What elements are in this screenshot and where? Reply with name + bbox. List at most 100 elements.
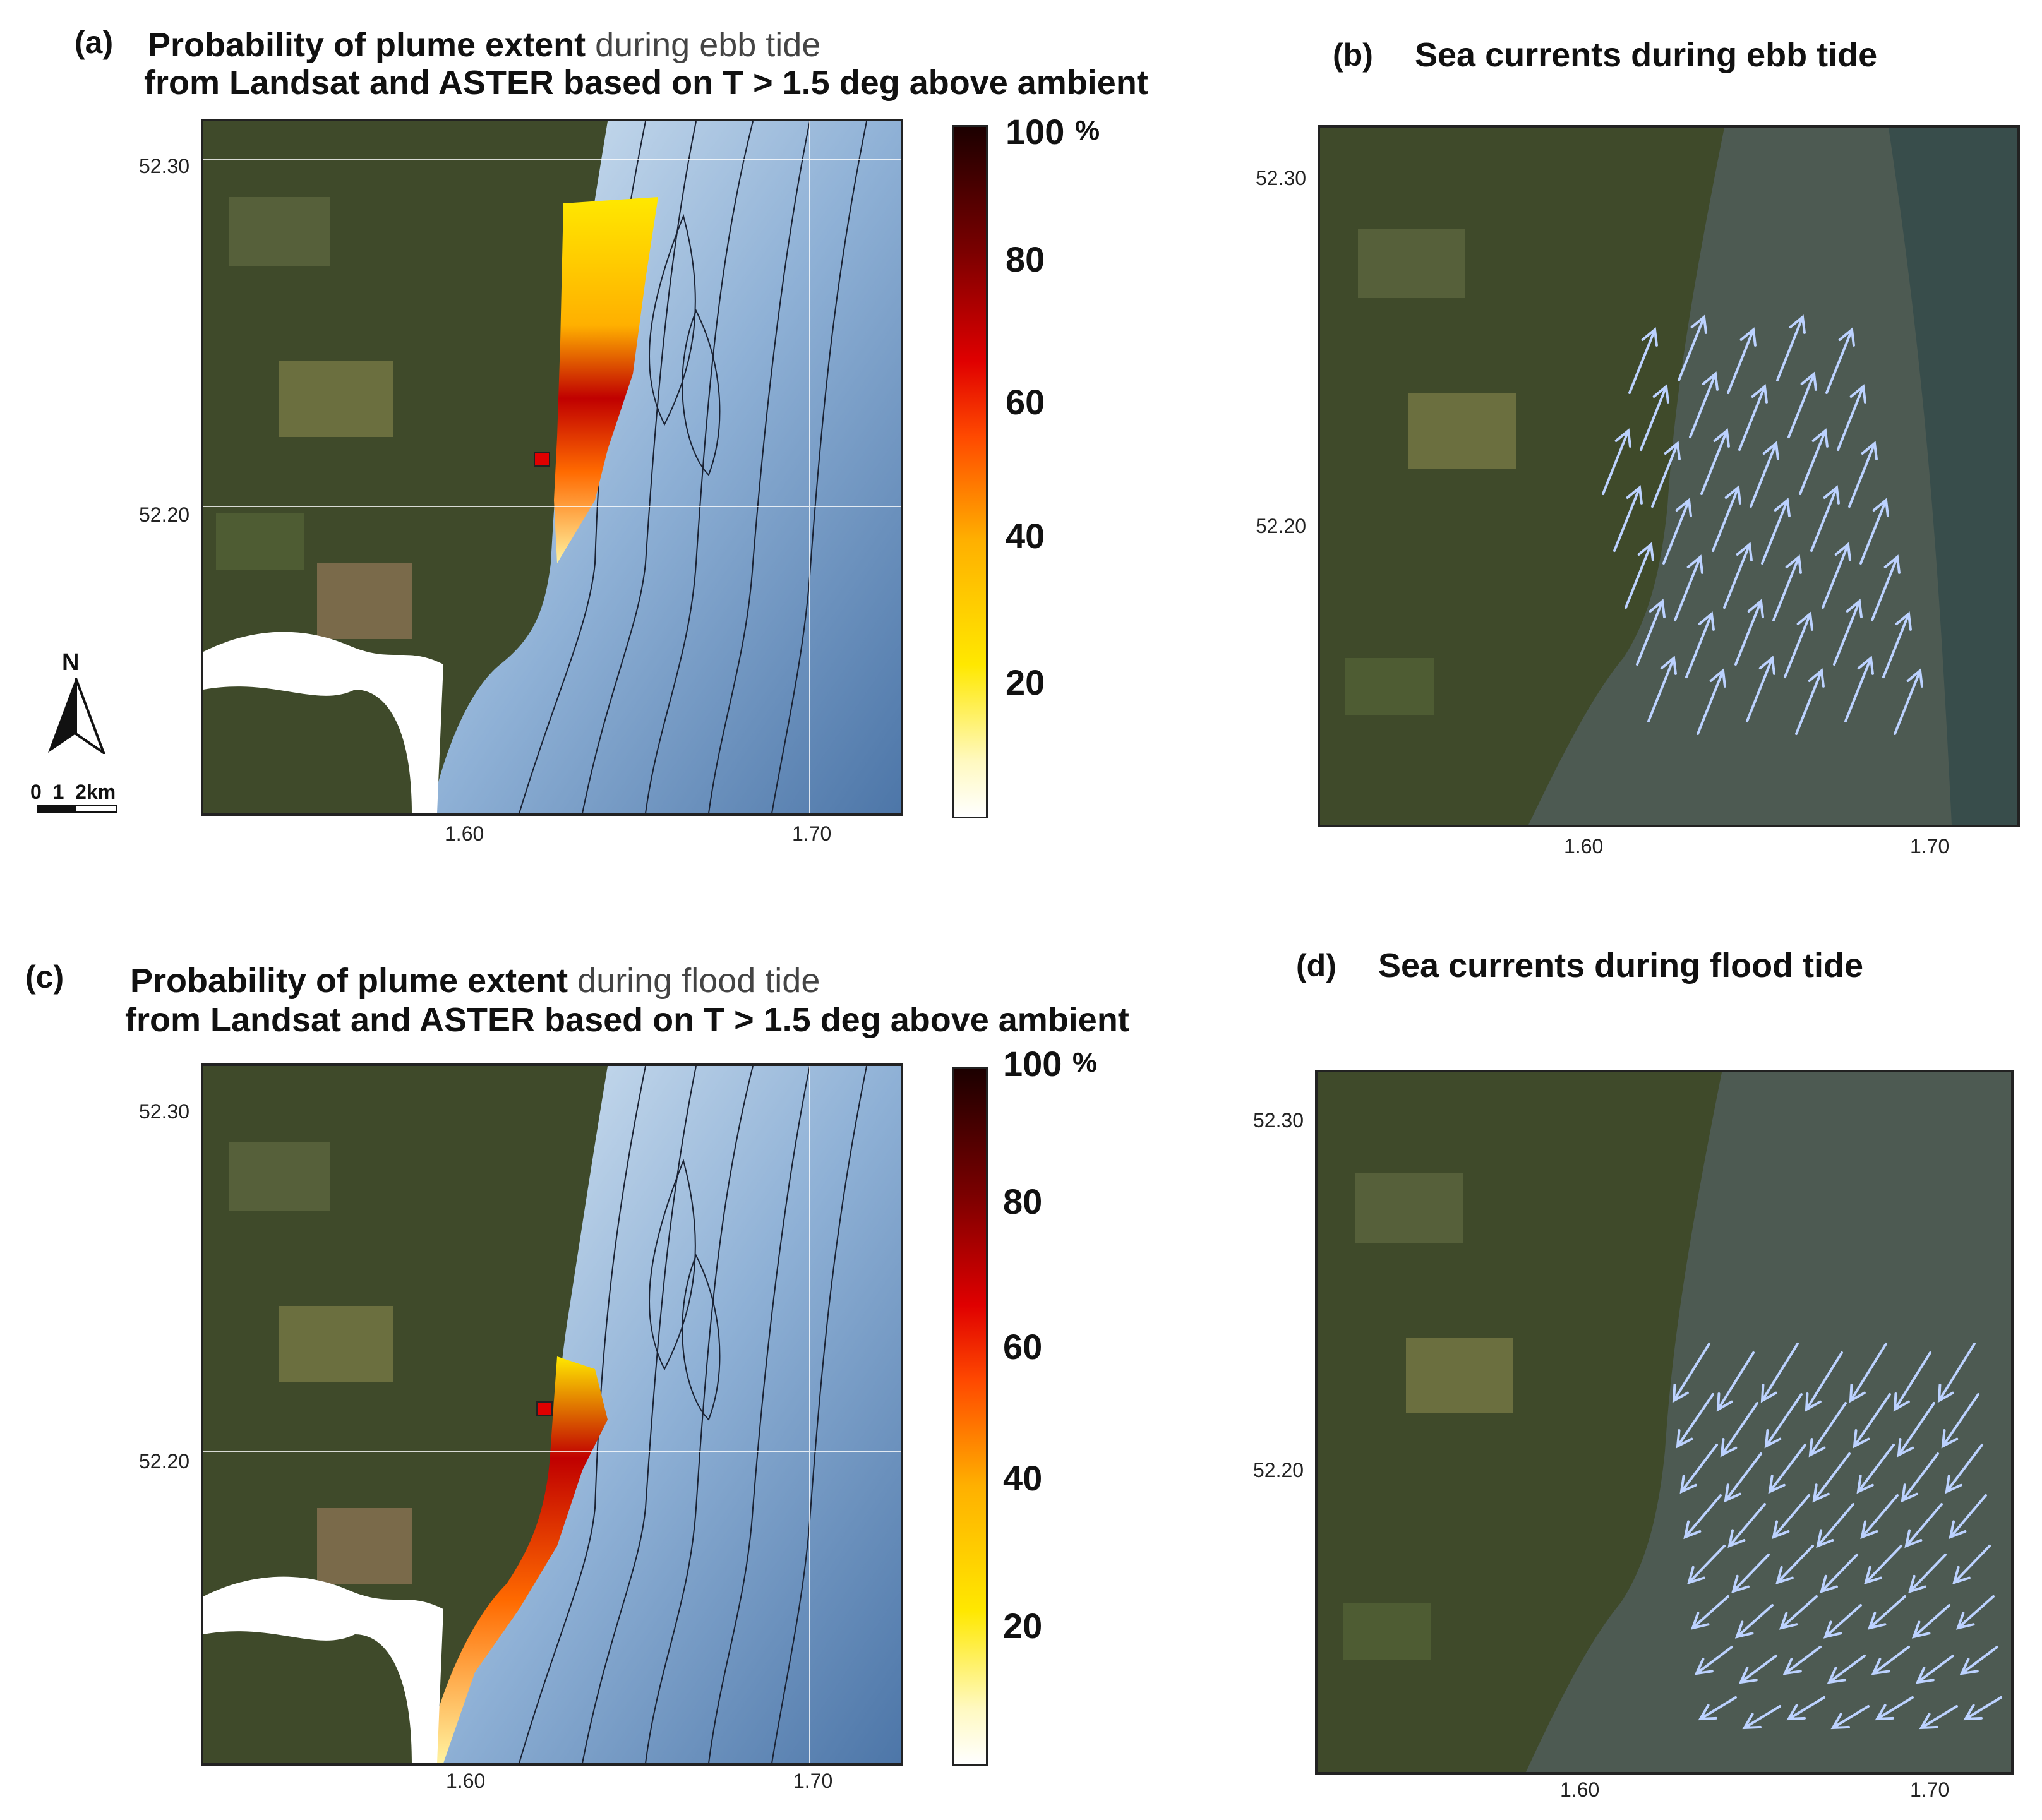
current-arrow-ebb <box>1822 542 1851 609</box>
panel-a-lat-top: 52.30 <box>139 155 190 177</box>
panel-c-title-line2: from Landsat and ASTER based on T > 1.5 … <box>125 1001 1129 1039</box>
current-arrow-ebb <box>1674 554 1703 621</box>
current-arrow-flood <box>1768 1444 1806 1494</box>
panel-b-title: Sea currents during ebb tide <box>1415 36 1878 74</box>
current-arrow-ebb <box>1787 371 1817 438</box>
panel-c-cb-unit: % <box>1072 1047 1098 1078</box>
current-arrow-ebb <box>1750 441 1779 508</box>
panel-c-title-line1: Probability of plume extent during flood… <box>130 961 820 1000</box>
current-arrow-flood <box>1786 1696 1825 1721</box>
current-arrow-ebb <box>1685 611 1715 678</box>
current-arrow-ebb <box>1784 611 1813 678</box>
current-arrow-ebb <box>1662 498 1692 565</box>
current-arrow-flood <box>1672 1343 1710 1403</box>
current-arrow-flood <box>1823 1604 1862 1639</box>
current-arrow-ebb <box>1734 599 1764 666</box>
current-arrow-ebb <box>1776 314 1806 381</box>
panel-c-map <box>201 1063 903 1766</box>
panel-a-map <box>201 119 903 816</box>
current-arrow-ebb <box>1689 371 1719 438</box>
current-arrow-flood <box>1779 1595 1818 1630</box>
current-arrow-flood <box>1952 1545 1991 1585</box>
panel-d-lat-bottom: 52.20 <box>1253 1459 1304 1482</box>
current-arrow-ebb <box>1628 327 1658 394</box>
current-arrow-ebb <box>1859 498 1889 565</box>
current-arrow-flood <box>1683 1494 1722 1540</box>
current-arrow-ebb <box>1651 441 1681 508</box>
current-arrow-ebb <box>1697 668 1726 735</box>
panel-d-map <box>1315 1070 2014 1775</box>
current-arrow-ebb <box>1647 656 1677 722</box>
panel-a-title-start: Probability of plume extent <box>148 26 596 64</box>
current-arrow-flood <box>1919 1705 1958 1730</box>
current-arrow-ebb <box>1761 498 1791 565</box>
panel-a-cb-60: 60 <box>1006 382 1045 422</box>
current-arrow-ebb <box>1625 542 1654 609</box>
current-arrow-ebb <box>1882 611 1912 678</box>
current-arrow-flood <box>1738 1655 1777 1684</box>
current-arrow-ebb <box>1799 428 1829 495</box>
current-arrow-flood <box>1690 1595 1729 1630</box>
current-arrow-flood <box>1760 1343 1799 1403</box>
current-arrow-flood <box>1941 1393 1979 1449</box>
panel-b-lon-right: 1.70 <box>1910 835 1950 858</box>
current-arrow-flood <box>1830 1705 1870 1730</box>
current-arrow-flood <box>1959 1646 1998 1675</box>
current-arrow-flood <box>1911 1604 1950 1639</box>
current-arrow-flood <box>1764 1393 1803 1449</box>
current-arrow-ebb <box>1825 327 1855 394</box>
current-arrow-ebb <box>1837 384 1866 451</box>
panel-a-letter: (a) <box>75 25 114 60</box>
current-arrow-flood <box>1694 1646 1733 1675</box>
north-arrow-icon <box>45 678 107 757</box>
current-arrow-flood <box>1853 1393 1891 1449</box>
current-arrow-flood <box>1772 1494 1810 1540</box>
current-arrow-flood <box>1775 1545 1814 1585</box>
current-arrow-flood <box>1742 1705 1781 1730</box>
panel-b-lat-top: 52.30 <box>1256 167 1307 189</box>
current-arrow-ebb <box>1712 485 1741 552</box>
panel-a-colorbar <box>952 125 988 818</box>
current-arrow-flood <box>1698 1696 1737 1721</box>
current-arrow-ebb <box>1602 428 1631 495</box>
current-arrow-ebb <box>1810 485 1840 552</box>
current-arrow-flood <box>1955 1595 1995 1630</box>
panel-a-site-marker <box>534 452 550 467</box>
panel-c-lat-bottom: 52.20 <box>139 1450 190 1473</box>
current-arrow-ebb <box>1844 656 1874 722</box>
panel-a-lon-right: 1.70 <box>792 822 832 845</box>
current-arrow-ebb <box>1678 314 1707 381</box>
panel-b-map <box>1318 125 2020 827</box>
current-arrow-ebb <box>1833 599 1863 666</box>
panel-c-title-start: Probability of plume extent <box>130 962 578 1000</box>
panel-d-lon-right: 1.70 <box>1910 1778 1950 1801</box>
current-arrow-ebb <box>1894 668 1923 735</box>
current-arrow-flood <box>1860 1494 1899 1540</box>
current-arrow-flood <box>1734 1604 1774 1639</box>
panel-d-title: Sea currents during flood tide <box>1378 947 1864 985</box>
current-arrow-ebb <box>1746 656 1775 722</box>
current-arrow-flood <box>1679 1444 1718 1494</box>
panel-c-cb-20: 20 <box>1003 1606 1043 1646</box>
current-arrow-flood <box>1727 1503 1766 1548</box>
panel-c-colorbar <box>952 1067 988 1766</box>
panel-a-title-line2: from Landsat and ASTER based on T > 1.5 … <box>144 64 1148 102</box>
current-arrow-flood <box>1676 1393 1714 1449</box>
panel-d-lon-left: 1.60 <box>1560 1778 1600 1801</box>
panel-d-letter: (d) <box>1296 948 1336 983</box>
panel-a-lat-bottom: 52.20 <box>139 503 190 526</box>
panel-a-title-end: during ebb tide <box>595 26 821 64</box>
current-arrow-flood <box>1915 1655 1954 1684</box>
panel-a-title-line1: Probability of plume extent during ebb t… <box>148 25 820 64</box>
panel-d-current-arrows <box>1672 1343 2002 1730</box>
current-arrow-flood <box>1731 1554 1770 1594</box>
current-arrow-flood <box>1716 1351 1755 1412</box>
current-arrow-flood <box>1901 1452 1939 1503</box>
current-arrow-flood <box>1782 1646 1822 1675</box>
current-arrow-flood <box>1856 1444 1895 1494</box>
current-arrow-ebb <box>1640 384 1669 451</box>
current-arrow-flood <box>1908 1554 1947 1594</box>
north-label: N <box>62 649 80 676</box>
scale-bar <box>37 805 117 813</box>
panel-b-lon-left: 1.60 <box>1564 835 1604 858</box>
